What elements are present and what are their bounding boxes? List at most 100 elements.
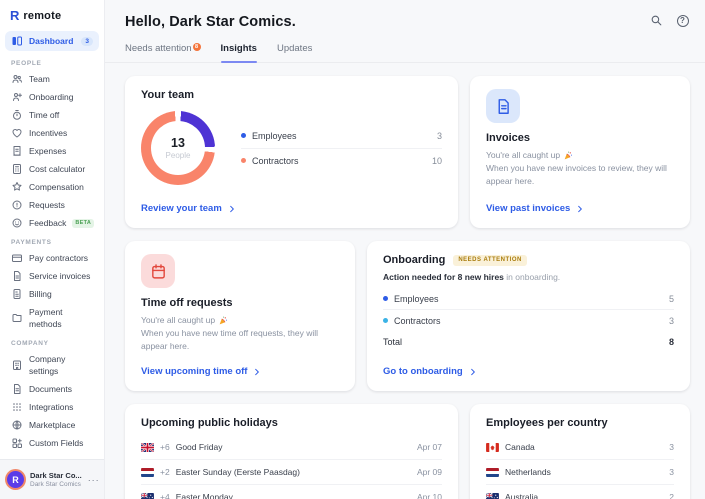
sidebar-item-label: Payment methods <box>29 307 63 329</box>
tab-insights[interactable]: Insights <box>220 43 258 63</box>
holiday-list: +6 Good Friday Apr 07 +2 Easter Sunday (Eers… <box>141 435 442 499</box>
company-switcher[interactable]: R Dark Star Co... Dark Star Comics ··· <box>0 459 104 499</box>
sidebar-item-billing[interactable]: Billing <box>5 285 99 303</box>
onboarding-breakdown: Employees 5 Contractors 3 <box>383 288 674 331</box>
card-title: Employees per country <box>486 417 608 429</box>
flag-ca-icon <box>486 442 499 452</box>
sidebar: R remote Dashboard 3 PEOPLE Team Onboardin… <box>0 0 105 499</box>
holiday-date: Apr 07 <box>416 442 442 452</box>
incentives-icon <box>11 127 23 139</box>
public-holidays-card: Upcoming public holidays +6 Good Friday Ap… <box>125 404 458 499</box>
card-title: Invoices <box>486 132 531 144</box>
sidebar-item-integrations[interactable]: Integrations <box>5 398 99 416</box>
sidebar-item-label: Billing <box>29 289 52 299</box>
service-invoices-icon <box>11 270 23 282</box>
holiday-name: Easter Monday <box>175 492 233 499</box>
additional-countries-count: +4 <box>160 492 170 499</box>
card-title: Time off requests <box>141 297 233 309</box>
sidebar-item-label: Onboarding <box>29 92 74 102</box>
feedback-icon <box>11 217 23 229</box>
search-icon[interactable] <box>650 14 663 27</box>
onboarding-total-row: Total 8 <box>383 337 674 347</box>
main-area: Hello, Dark Star Comics. ? Needs attenti… <box>105 0 705 499</box>
review-team-link[interactable]: Review your team <box>141 203 442 214</box>
team-icon <box>11 73 23 85</box>
sidebar-item-payment-methods[interactable]: Payment methods <box>5 303 99 333</box>
card-title: Upcoming public holidays <box>141 417 278 429</box>
remote-logo[interactable]: R remote <box>0 0 104 28</box>
tab-needs-attention[interactable]: Needs attention 8 <box>125 43 201 62</box>
remote-logo-icon: R <box>10 8 20 23</box>
compensation-icon <box>11 181 23 193</box>
party-popper-icon <box>218 316 228 326</box>
sidebar-item-feedback[interactable]: Feedback BETA <box>5 214 99 232</box>
country-row: Australia 2 <box>486 485 674 499</box>
sidebar-item-time-off[interactable]: Time off <box>5 106 99 124</box>
legend-dot <box>383 296 388 301</box>
sidebar-item-marketplace[interactable]: Marketplace <box>5 416 99 434</box>
brand-name: remote <box>23 9 62 22</box>
needs-attention-badge: NEEDS ATTENTION <box>453 254 527 266</box>
sidebar-item-dashboard[interactable]: Dashboard 3 <box>5 31 99 51</box>
dashboard-count-badge: 3 <box>81 36 93 46</box>
sidebar-item-label: Custom Fields <box>29 438 84 448</box>
requests-icon <box>11 199 23 211</box>
holiday-row: +2 Easter Sunday (Eerste Paasdag) Apr 09 <box>141 460 442 485</box>
chevron-right-icon <box>228 205 236 213</box>
view-past-invoices-link[interactable]: View past invoices <box>486 203 674 214</box>
sidebar-item-label: Team <box>29 74 50 84</box>
sidebar-item-pay-contractors[interactable]: Pay contractors <box>5 249 99 267</box>
your-team-card: Your team 13 People Employees 3 Contractor… <box>125 76 458 228</box>
sidebar-item-incentives[interactable]: Incentives <box>5 124 99 142</box>
country-name: Australia <box>505 492 539 499</box>
additional-countries-count: +2 <box>160 467 170 477</box>
beta-badge: BETA <box>72 218 95 228</box>
sidebar-item-team[interactable]: Team <box>5 70 99 88</box>
tab-bar: Needs attention 8 Insights Updates <box>105 43 705 63</box>
sidebar-item-company-settings[interactable]: Company settings <box>5 350 99 380</box>
holiday-date: Apr 09 <box>416 467 442 477</box>
sidebar-item-service-invoices[interactable]: Service invoices <box>5 267 99 285</box>
stat-row-employees: Employees 3 <box>241 124 442 149</box>
country-list: Canada 3 Netherlands 3 Australia 2 <box>486 435 674 499</box>
sidebar-item-compensation[interactable]: Compensation <box>5 178 99 196</box>
needs-attention-count-badge: 8 <box>192 43 201 51</box>
sidebar-item-onboarding[interactable]: Onboarding <box>5 88 99 106</box>
company-settings-icon <box>11 359 23 371</box>
custom-fields-icon <box>11 437 23 449</box>
sidebar-nav: Dashboard 3 PEOPLE Team Onboarding Time off… <box>0 28 104 459</box>
view-upcoming-time-off-link[interactable]: View upcoming time off <box>141 366 339 377</box>
stat-row-contractors: Contractors 3 <box>383 310 674 331</box>
flag-uk-icon <box>141 442 154 452</box>
tab-updates[interactable]: Updates <box>276 43 313 54</box>
go-to-onboarding-link[interactable]: Go to onboarding <box>383 366 674 377</box>
sidebar-item-cost-calculator[interactable]: Cost calculator <box>5 160 99 178</box>
sidebar-section-label: PEOPLE <box>11 60 42 67</box>
sidebar-item-documents[interactable]: Documents <box>5 380 99 398</box>
onboarding-action-text-rest: in onboarding. <box>503 272 561 282</box>
company-name-short: Dark Star Co... <box>30 471 82 480</box>
calendar-icon <box>141 254 175 288</box>
stat-row-employees: Employees 5 <box>383 288 674 310</box>
dashboard-icon <box>11 35 23 47</box>
flag-au-icon <box>486 492 499 499</box>
billing-icon <box>11 288 23 300</box>
sidebar-item-label: Requests <box>29 200 65 210</box>
sidebar-item-requests[interactable]: Requests <box>5 196 99 214</box>
stat-row-contractors: Contractors 10 <box>241 149 442 173</box>
sidebar-item-expenses[interactable]: Expenses <box>5 142 99 160</box>
caught-up-text: You're all caught up <box>141 315 216 325</box>
sidebar-item-custom-fields[interactable]: Custom Fields <box>5 434 99 452</box>
sidebar-item-label: Integrations <box>29 402 74 412</box>
invoices-card: Invoices You're all caught up When you h… <box>470 76 690 228</box>
payment-methods-icon <box>11 312 23 324</box>
flag-nl-icon <box>486 467 499 477</box>
more-icon[interactable]: ··· <box>87 474 100 485</box>
onboarding-icon <box>11 91 23 103</box>
help-icon[interactable]: ? <box>676 14 689 27</box>
sidebar-item-label: Incentives <box>29 128 68 138</box>
time-off-icon <box>11 109 23 121</box>
chevron-right-icon <box>469 368 477 376</box>
sidebar-item-label: Marketplace <box>29 420 76 430</box>
sidebar-item-label: Dashboard <box>29 36 74 46</box>
